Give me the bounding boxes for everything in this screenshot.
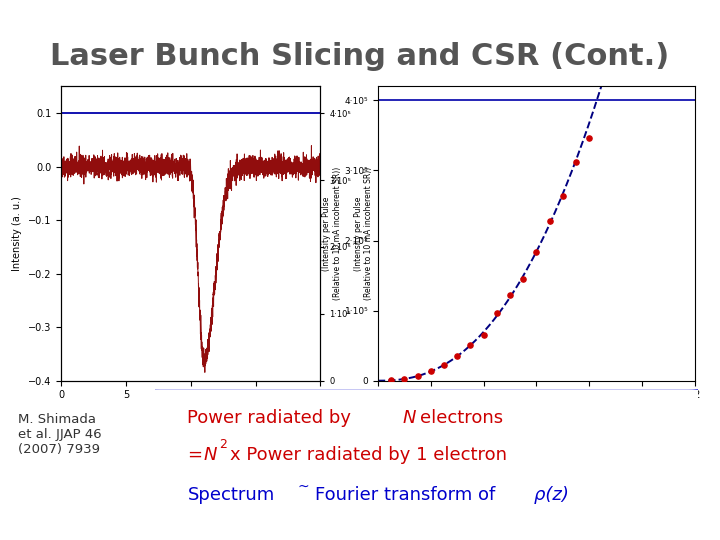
Text: 2: 2: [219, 438, 227, 451]
Y-axis label: (Intensity per Pulse
(Relative to 10 mA incoherent SR)): (Intensity per Pulse (Relative to 10 mA …: [354, 167, 374, 300]
Text: ρ​(​z​): ρ​(​z​): [534, 485, 569, 504]
Point: [478, 331, 490, 340]
Point: [464, 341, 476, 349]
Point: [412, 372, 423, 380]
Point: [518, 274, 529, 283]
Text: N: N: [402, 409, 415, 427]
Point: [531, 248, 542, 257]
Text: electrons: electrons: [420, 409, 503, 427]
Text: Spectrum: Spectrum: [187, 485, 274, 504]
Point: [438, 361, 450, 370]
Point: [610, 33, 621, 42]
Point: [491, 309, 503, 318]
Point: [451, 352, 463, 361]
Point: [399, 375, 410, 383]
Point: [385, 376, 397, 384]
X-axis label: Time (μsec): Time (μsec): [161, 406, 221, 416]
Text: Laser Bunch Slicing and CSR (Cont.): Laser Bunch Slicing and CSR (Cont.): [50, 42, 670, 71]
Point: [570, 158, 582, 166]
Text: Power radiated by: Power radiated by: [187, 409, 357, 427]
Text: N: N: [204, 446, 217, 464]
Point: [583, 134, 595, 143]
Point: [425, 367, 436, 376]
Y-axis label: (Intensity per Pulse
(Relative to 10 mA incoherent SR)): (Intensity per Pulse (Relative to 10 mA …: [323, 167, 342, 300]
Point: [597, 72, 608, 80]
Text: x Power radiated by 1 electron: x Power radiated by 1 electron: [230, 446, 507, 464]
X-axis label: Peak Current (A): Peak Current (A): [493, 406, 580, 416]
Y-axis label: Intensity (a. u.): Intensity (a. u.): [12, 196, 22, 271]
Text: =: =: [187, 446, 202, 464]
Text: Fourier transform of: Fourier transform of: [315, 485, 495, 504]
Text: ~: ~: [297, 480, 309, 494]
Point: [557, 191, 569, 200]
Point: [504, 291, 516, 300]
FancyBboxPatch shape: [138, 388, 709, 524]
Text: M. Shimada
et al. JJAP 46
(2007) 7939: M. Shimada et al. JJAP 46 (2007) 7939: [18, 413, 102, 456]
Point: [544, 217, 555, 225]
